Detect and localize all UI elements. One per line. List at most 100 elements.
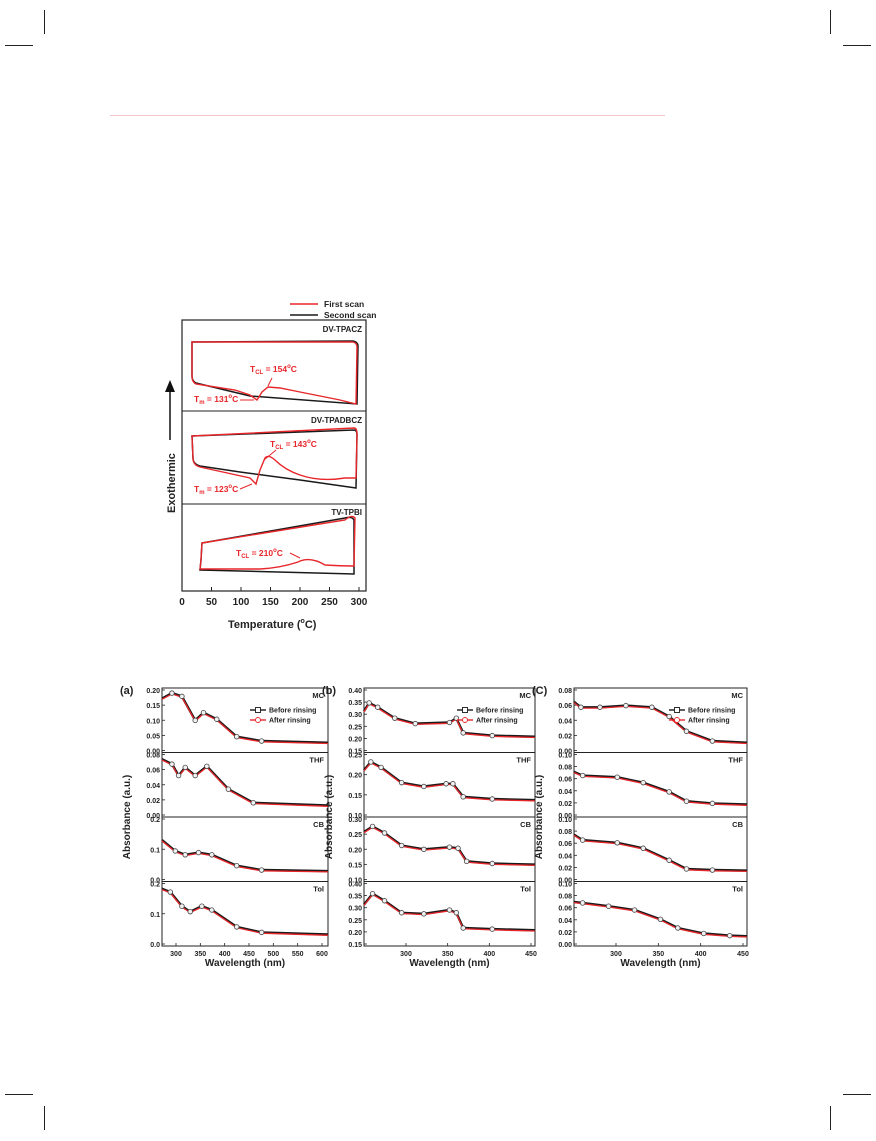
uv-y-tick-label: 0.00 (558, 878, 572, 885)
uv-x-tick-label: 350 (194, 951, 206, 958)
curve-marker (421, 911, 427, 917)
curve-marker (666, 713, 672, 720)
curve-marker (381, 898, 388, 904)
uv-x-tick-label: 350 (442, 951, 454, 958)
uv-y-tick-label: 0.1 (150, 912, 160, 919)
uv-panel-frame (573, 881, 748, 947)
legend-before-marker (255, 707, 261, 713)
uv-x-label: Wavelength (nm) (620, 958, 700, 969)
dsc-curve-second (191, 340, 359, 405)
curve-marker (578, 704, 584, 710)
uv-y-label: Absorbance (a.u.) (534, 775, 545, 859)
uv-y-tick-label: 0.08 (558, 829, 572, 836)
curve-marker (489, 796, 495, 802)
crop-mark (5, 1094, 33, 1095)
curve-marker (182, 852, 188, 858)
uv-y-tick-label: 0.30 (348, 906, 362, 913)
curve-before-rinsing (573, 770, 748, 806)
figure-letter: (C) (532, 685, 548, 697)
uv-y-tick-label: 0.25 (348, 753, 362, 760)
curve-marker (450, 781, 456, 787)
uv-y-tick-label: 0.15 (146, 703, 160, 710)
uv-panel-frame (363, 881, 536, 947)
curve-marker (369, 823, 376, 830)
uv-x-tick-label: 500 (267, 951, 279, 958)
curve-marker (579, 772, 586, 779)
uv-panel-label: THF (728, 756, 743, 765)
curve-marker (640, 779, 646, 786)
dsc-frame (181, 319, 367, 592)
dsc-x-tick-label: 200 (292, 597, 309, 608)
dsc-curve-first (191, 341, 358, 405)
curve-marker (649, 704, 655, 710)
uv-panel-label: MC (312, 691, 324, 700)
legend-after-label: After rinsing (688, 718, 730, 725)
curve-after-rinsing (161, 840, 329, 873)
curve-marker (179, 693, 185, 700)
curve-marker (200, 710, 207, 716)
uv-y-tick-label: 0.30 (348, 817, 362, 824)
uv-y-tick-label: 0.02 (558, 733, 572, 740)
uv-y-tick-label: 0.40 (348, 882, 362, 889)
uv-y-label: Absorbance (a.u.) (122, 775, 133, 859)
legend-after-marker (462, 717, 468, 723)
uv-y-tick-label: 0.04 (558, 718, 572, 725)
curve-marker (709, 867, 716, 873)
curve-after-rinsing (363, 761, 536, 802)
dsc-curve-first (199, 515, 356, 570)
curve-after-rinsing (573, 834, 748, 873)
curve-before-rinsing (573, 900, 748, 938)
curve-before-rinsing (161, 691, 329, 744)
uv-y-tick-label: 0.08 (558, 765, 572, 772)
uv-panel-frame (161, 816, 329, 882)
uv-figure: (C) MC 0.08 0.06 0.04 0.02 0.00 Before rinsing A… (532, 685, 749, 969)
curve-before-rinsing (363, 760, 536, 802)
uv-x-label: Wavelength (nm) (409, 958, 489, 969)
legend-after-marker (674, 717, 680, 723)
annotation-tm-1: Tm = 131oC (194, 394, 238, 406)
uv-y-tick-label: 0.04 (558, 853, 572, 860)
curve-marker (683, 866, 690, 872)
annotation-arrow (239, 483, 253, 490)
exothermic-arrowhead-icon (165, 380, 175, 392)
curve-marker (443, 781, 449, 787)
uv-y-tick-label: 0.2 (150, 817, 160, 824)
curve-marker (453, 910, 460, 916)
uv-y-tick-label: 0.04 (146, 783, 160, 790)
curve-marker (187, 908, 193, 915)
curve-marker (381, 830, 388, 836)
legend-after-label: After rinsing (476, 718, 518, 725)
uv-y-tick-label: 0.15 (348, 942, 362, 949)
curve-after-rinsing (363, 826, 536, 867)
curve-marker (192, 772, 198, 779)
uv-y-tick-label: 0.15 (348, 793, 362, 800)
dsc-x-label: Temperature (oC) (228, 618, 317, 631)
uv-panel-frame (161, 687, 329, 753)
dsc-x-tick-label: 50 (206, 597, 218, 608)
curve-before-rinsing (363, 825, 536, 866)
curve-marker (666, 789, 672, 795)
uv-y-tick-label: 0.02 (558, 865, 572, 872)
curve-marker (455, 845, 461, 851)
uv-panel-frame (363, 816, 536, 882)
uv-y-tick-label: 0.10 (348, 813, 362, 820)
dsc-x-ticks: 0 50 100 150 200 250 300 (179, 587, 368, 608)
uv-y-tick-label: 0.30 (348, 712, 362, 719)
annotation-arrow (267, 377, 273, 387)
curve-marker (666, 857, 672, 863)
curve-marker (683, 728, 690, 734)
curve-marker (614, 774, 620, 780)
uv-figure: (b) MC 0.40 0.35 0.30 0.25 0.20 0.15 Before rins… (322, 685, 537, 969)
uv-y-tick-label: 0.10 (558, 817, 572, 824)
uv-panel-frame (161, 752, 329, 818)
uv-panel-label: CB (732, 820, 743, 829)
curve-before-rinsing (161, 839, 329, 873)
uv-y-tick-label: 0.25 (348, 918, 362, 925)
curve-marker (209, 852, 215, 858)
figure-letter: (b) (322, 685, 336, 697)
uv-y-tick-label: 0.06 (558, 777, 572, 784)
uv-y-tick-label: 0.08 (146, 753, 160, 760)
uv-panel-label: MC (519, 691, 531, 700)
curve-marker (463, 858, 470, 865)
uv-y-tick-label: 0.35 (348, 894, 362, 901)
